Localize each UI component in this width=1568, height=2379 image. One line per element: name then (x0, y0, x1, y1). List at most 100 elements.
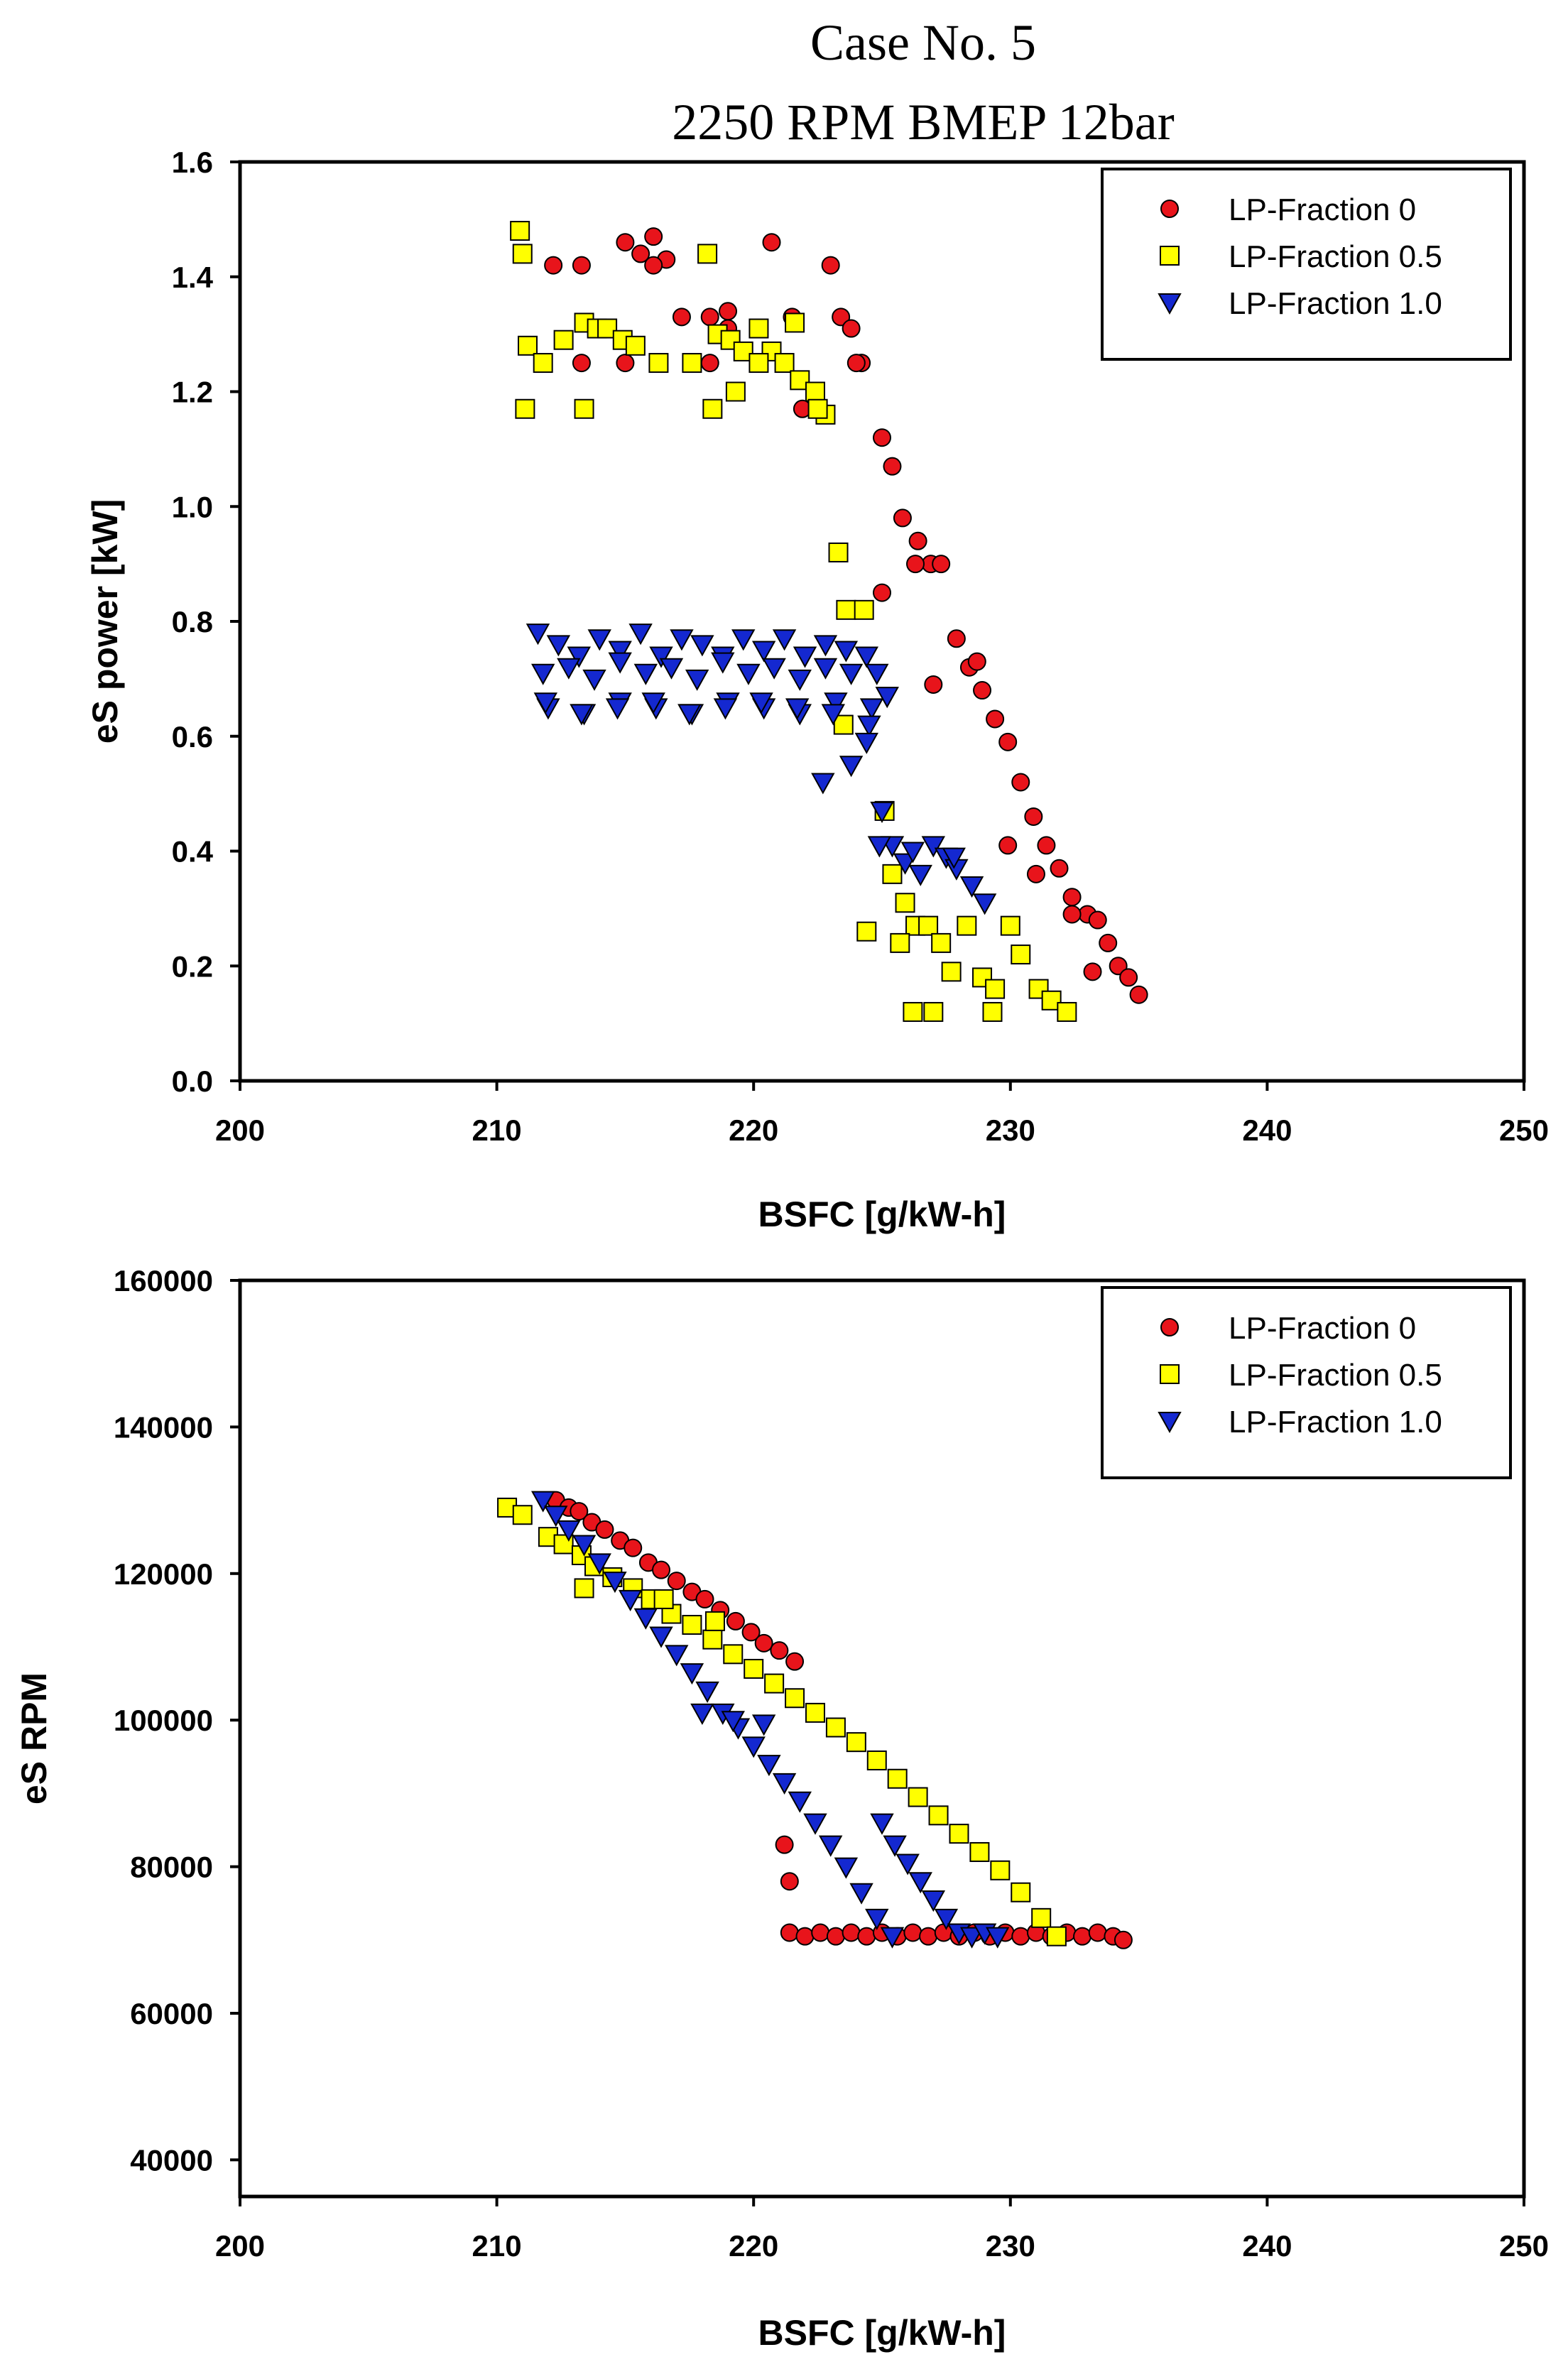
bottom-chart-series-1-point (744, 1658, 764, 1679)
bottom-chart-series-0-point (785, 1652, 805, 1671)
top-chart-series-2-point (731, 629, 756, 651)
top-chart-legend-marker-2 (1158, 293, 1182, 315)
bottom-chart-series-0-point (695, 1589, 714, 1608)
top-chart-y-tick-label: 1.6 (172, 146, 213, 179)
bottom-chart-series-2-point (986, 1927, 1010, 1949)
top-chart-series-0 (544, 227, 1148, 1004)
top-chart-series-2-point (582, 669, 606, 691)
top-chart-series-2-point (834, 641, 859, 663)
top-chart-series-0-point (924, 675, 943, 694)
bottom-chart-series-0-point (903, 1923, 922, 1942)
bottom-chart-series-0-point (652, 1560, 671, 1579)
top-chart-series-2-point (857, 715, 881, 737)
bottom-chart-series-0-point (775, 1835, 794, 1854)
top-chart-series-2-point (641, 692, 665, 714)
top-chart-legend: LP-Fraction 0 LP-Fraction 0.5 LP-Fraction … (1101, 168, 1512, 361)
bottom-chart-series-1-point (908, 1787, 928, 1807)
top-chart-legend-label-2: LP-Fraction 1.0 (1229, 286, 1442, 321)
top-chart-series-0-point (832, 307, 851, 327)
top-chart-series-1-point (512, 244, 533, 264)
top-chart-series-0-point (1024, 807, 1043, 826)
top-chart-series-0-point (762, 233, 781, 252)
top-chart-series-1-point (785, 312, 805, 333)
top-chart-series-1-point (836, 599, 856, 620)
bottom-chart-series-1-point (1046, 1926, 1067, 1947)
top-chart-series-0-point (998, 836, 1018, 855)
top-chart-series-1-point (510, 221, 530, 241)
top-chart-y-tick-label: 0.0 (172, 1065, 213, 1098)
top-chart-series-0-point (908, 531, 927, 550)
top-chart-x-tick-label: 230 (986, 1114, 1035, 1147)
top-chart-series-2-point (628, 624, 653, 646)
bottom-chart-series-1-point (866, 1750, 887, 1770)
top-chart-series-1-point (574, 398, 594, 419)
top-chart-series-0-point (842, 319, 861, 338)
bottom-chart-legend-label-2: LP-Fraction 1.0 (1229, 1405, 1442, 1439)
top-chart-series-2-point (793, 646, 817, 668)
top-chart-series-0-point (893, 508, 912, 528)
bottom-chart-series-2-point (690, 1703, 714, 1725)
top-chart-series-1 (510, 221, 1077, 1022)
top-chart-series-2 (526, 624, 997, 915)
bottom-chart-series-0-point (624, 1538, 643, 1557)
top-chart-series-0-point (644, 256, 663, 275)
top-chart-series-2-point (711, 652, 735, 674)
top-chart-series-2-point (633, 663, 658, 685)
top-chart-series-2-point (762, 658, 786, 680)
top-chart-series-0-point (700, 354, 719, 373)
top-chart-series-2-point (813, 658, 838, 680)
top-chart-series-0-point (947, 629, 966, 648)
top-chart-series-1-point (833, 714, 854, 735)
bottom-chart-series-0-point (919, 1927, 938, 1946)
top-chart-series-2-point (659, 658, 684, 680)
bottom-chart-series-0-point (1088, 1923, 1107, 1942)
top-chart-series-2-point (854, 646, 879, 668)
bottom-chart-y-tick-label: 140000 (114, 1410, 213, 1444)
bottom-chart-series-2-point (865, 1908, 889, 1930)
bottom-chart-x-tick-label: 200 (215, 2229, 265, 2263)
top-chart-series-2-point (685, 669, 709, 691)
top-chart-series-1-point (1057, 1001, 1077, 1022)
bottom-chart-series-2-point (883, 1835, 907, 1857)
top-chart-series-0-point (700, 307, 719, 327)
top-chart-series-1-point (828, 542, 849, 562)
bottom-chart-series-2-point (665, 1645, 689, 1667)
bottom-chart-series-2-point (572, 1535, 597, 1557)
top-chart-series-1-point (805, 381, 825, 402)
top-chart-series-2-point (824, 692, 848, 714)
top-chart-series-2-point (587, 629, 611, 651)
top-chart-series-2-point (690, 635, 714, 657)
top-chart-series-0-point (1062, 888, 1082, 907)
bottom-chart-legend-marker-0 (1160, 1318, 1179, 1337)
top-chart-series-0-point (1099, 933, 1118, 952)
top-chart-series-2-point (867, 836, 892, 858)
bottom-chart-series-0-point (795, 1927, 815, 1946)
top-chart-y-tick-label: 0.8 (172, 605, 213, 638)
top-chart-series-2-point (972, 893, 997, 915)
top-chart-series-2-point (921, 836, 946, 858)
top-chart-series-1-point (515, 398, 535, 419)
top-chart-axes: 200 210 220 230 240 250 0.0 0.2 0.4 0.6 0.8 1.0 1.2 1… (172, 146, 1549, 1147)
bottom-chart-axes: 200 210 220 230 240 250 40000 60000 80000 100000 1… (114, 1264, 1549, 2263)
top-chart-series-2-point (530, 663, 555, 685)
top-chart-series-2-point (788, 669, 812, 691)
bottom-chart-legend-marker-2 (1158, 1412, 1182, 1434)
bottom-chart-series-1-point (682, 1615, 702, 1635)
bottom-chart-series-2-point (959, 1927, 984, 1949)
top-chart-series-0-point (572, 354, 591, 373)
bottom-chart-series-2-point (741, 1736, 766, 1758)
top-chart-legend-marker-0 (1160, 200, 1179, 218)
bottom-chart-series-2-point (680, 1663, 704, 1685)
bottom-chart-y-tick-label: 120000 (114, 1557, 213, 1591)
top-chart-series-0-point (821, 256, 840, 275)
top-chart-series-1-point (856, 921, 877, 942)
top-chart-series-0-point (932, 555, 951, 574)
bottom-chart-series-2-point (695, 1681, 719, 1703)
top-chart-series-2-point (859, 698, 884, 720)
top-chart-y-tick-label: 1.2 (172, 376, 213, 409)
bottom-chart-y-axis-label: eS RPM (14, 1672, 54, 1804)
bottom-chart-series-1-point (825, 1717, 846, 1738)
bottom-chart-series-0-point (1073, 1927, 1092, 1946)
top-chart-x-axis-label: BSFC [g/kW-h] (758, 1194, 1006, 1234)
top-chart-series-0-point (1011, 773, 1030, 792)
